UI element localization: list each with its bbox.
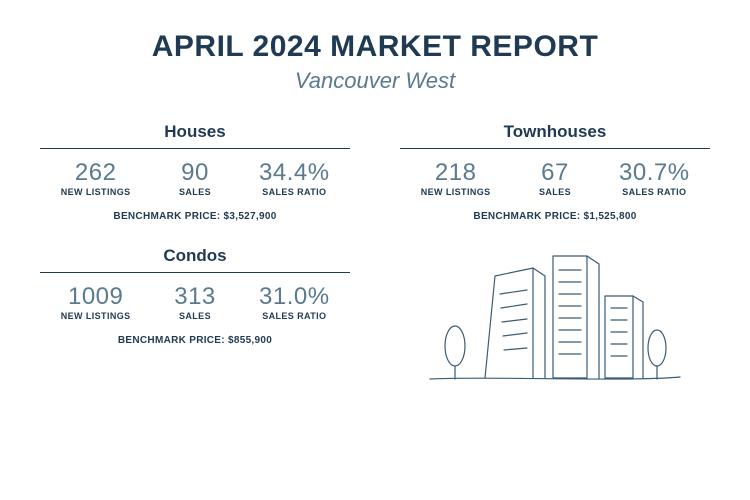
report-title: APRIL 2024 MARKET REPORT (40, 30, 710, 64)
stat-new-listings: 218 NEW LISTINGS (406, 159, 505, 197)
report-page: APRIL 2024 MARKET REPORT Vancouver West … (0, 0, 750, 406)
stat-value: 218 (406, 159, 505, 187)
card-title: Townhouses (400, 122, 710, 142)
report-subtitle: Vancouver West (40, 68, 710, 94)
stat-value: 30.7% (605, 159, 704, 187)
stat-value: 313 (145, 283, 244, 311)
stat-sales-ratio: 34.4% SALES RATIO (245, 159, 344, 197)
cards-grid: Houses 262 NEW LISTINGS 90 SALES 34.4% S… (40, 122, 710, 386)
buildings-illustration (400, 246, 710, 386)
stats-row: 218 NEW LISTINGS 67 SALES 30.7% SALES RA… (400, 159, 710, 197)
stat-label: SALES RATIO (245, 311, 344, 321)
stat-label: SALES (145, 311, 244, 321)
stat-label: SALES (145, 187, 244, 197)
benchmark-price: BENCHMARK PRICE: $855,900 (40, 335, 350, 346)
card-townhouses: Townhouses 218 NEW LISTINGS 67 SALES 30.… (400, 122, 710, 222)
card-condos: Condos 1009 NEW LISTINGS 313 SALES 31.0%… (40, 246, 350, 386)
stat-label: NEW LISTINGS (46, 187, 145, 197)
stats-row: 1009 NEW LISTINGS 313 SALES 31.0% SALES … (40, 283, 350, 321)
stats-row: 262 NEW LISTINGS 90 SALES 34.4% SALES RA… (40, 159, 350, 197)
stat-label: NEW LISTINGS (46, 311, 145, 321)
stat-value: 67 (505, 159, 604, 187)
stat-label: SALES (505, 187, 604, 197)
card-title: Houses (40, 122, 350, 142)
stat-value: 1009 (46, 283, 145, 311)
stat-value: 34.4% (245, 159, 344, 187)
stat-new-listings: 1009 NEW LISTINGS (46, 283, 145, 321)
stat-label: SALES RATIO (245, 187, 344, 197)
stat-label: NEW LISTINGS (406, 187, 505, 197)
divider (400, 148, 710, 149)
stat-value: 90 (145, 159, 244, 187)
divider (40, 272, 350, 273)
benchmark-price: BENCHMARK PRICE: $3,527,900 (40, 211, 350, 222)
stat-sales-ratio: 30.7% SALES RATIO (605, 159, 704, 197)
card-title: Condos (40, 246, 350, 266)
stat-value: 31.0% (245, 283, 344, 311)
stat-sales: 67 SALES (505, 159, 604, 197)
stat-sales: 313 SALES (145, 283, 244, 321)
divider (40, 148, 350, 149)
buildings-icon (425, 246, 685, 386)
stat-sales: 90 SALES (145, 159, 244, 197)
benchmark-price: BENCHMARK PRICE: $1,525,800 (400, 211, 710, 222)
card-houses: Houses 262 NEW LISTINGS 90 SALES 34.4% S… (40, 122, 350, 222)
stat-sales-ratio: 31.0% SALES RATIO (245, 283, 344, 321)
stat-label: SALES RATIO (605, 187, 704, 197)
stat-value: 262 (46, 159, 145, 187)
stat-new-listings: 262 NEW LISTINGS (46, 159, 145, 197)
